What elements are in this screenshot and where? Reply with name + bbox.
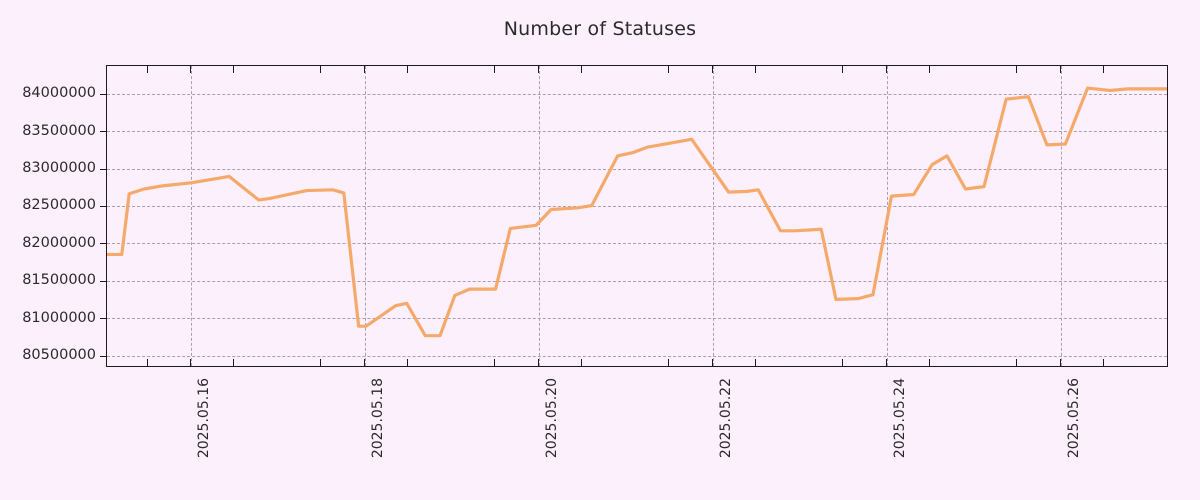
x-axis-tick-minor <box>668 359 669 366</box>
x-axis-tick-minor <box>233 66 235 73</box>
x-axis-tick-major <box>537 359 539 367</box>
y-axis-label: 83000000 <box>22 160 96 176</box>
x-axis-tick-major <box>363 65 365 73</box>
x-axis-tick-major <box>885 359 887 367</box>
gridline-vertical <box>190 66 192 366</box>
x-axis-tick-minor <box>494 66 495 73</box>
gridline-horizontal <box>107 318 1167 320</box>
x-axis-label: 2025.05.18 <box>370 378 386 459</box>
x-axis-tick-major <box>711 359 713 367</box>
x-axis-tick-minor <box>1016 359 1017 366</box>
y-axis-tick <box>100 168 107 170</box>
gridline-vertical <box>364 66 366 366</box>
gridline-horizontal <box>107 93 1167 95</box>
x-axis-label: 2025.05.16 <box>196 378 212 459</box>
gridline-horizontal <box>107 131 1167 133</box>
x-axis-tick-minor <box>581 359 582 366</box>
x-axis-tick-minor <box>407 66 408 73</box>
x-axis-tick-minor <box>1103 359 1104 366</box>
x-axis-tick-minor <box>929 359 930 366</box>
page-title: Number of Statuses <box>503 18 697 40</box>
gridline-horizontal <box>107 205 1167 207</box>
gridline-horizontal <box>107 168 1167 170</box>
gridline-vertical <box>538 66 540 366</box>
x-axis-tick-minor <box>407 359 408 366</box>
x-axis-tick-minor <box>842 359 843 366</box>
x-axis-tick-major <box>537 65 539 73</box>
gridline-vertical <box>712 66 714 366</box>
x-axis-label: 2025.05.20 <box>544 378 560 459</box>
x-axis-tick-minor <box>1016 66 1017 73</box>
gridline-horizontal <box>107 280 1167 282</box>
x-axis-tick-minor <box>320 359 321 366</box>
y-axis-tick <box>100 280 107 282</box>
y-axis-tick <box>100 243 107 245</box>
x-axis-tick-minor <box>755 359 756 366</box>
x-axis-tick-minor <box>320 66 321 73</box>
y-axis-label: 81000000 <box>22 310 96 326</box>
gridline-horizontal <box>107 355 1167 357</box>
x-axis-tick-major <box>189 65 191 73</box>
plot-area <box>106 65 1168 367</box>
x-axis-tick-minor <box>233 359 235 366</box>
x-axis-label: 2025.05.22 <box>718 378 734 459</box>
x-axis-tick-minor <box>1103 66 1104 73</box>
y-axis-tick <box>100 205 107 207</box>
y-axis-label: 81500000 <box>22 272 96 288</box>
y-axis-tick <box>100 93 107 95</box>
data-series-line <box>107 86 1167 338</box>
x-axis-tick-major <box>189 359 191 367</box>
x-axis-tick-minor <box>668 66 669 73</box>
x-axis-tick-minor <box>581 66 582 73</box>
y-axis-tick <box>100 318 107 320</box>
x-axis-tick-major <box>711 65 713 73</box>
x-axis-tick-minor <box>755 66 756 73</box>
x-axis-label: 2025.05.26 <box>1066 378 1082 459</box>
x-axis-tick-minor <box>842 66 843 73</box>
gridline-horizontal <box>107 243 1167 245</box>
y-axis-tick <box>100 131 107 133</box>
y-axis-label: 82000000 <box>22 235 96 251</box>
y-axis-label: 80500000 <box>22 347 96 363</box>
y-axis-label: 84000000 <box>22 85 96 101</box>
x-axis-tick-major <box>1059 359 1061 367</box>
x-axis-label: 2025.05.24 <box>892 378 908 459</box>
y-axis-label: 83500000 <box>22 123 96 139</box>
x-axis-tick-minor <box>146 359 148 366</box>
y-axis-tick <box>100 355 107 357</box>
x-axis-tick-major <box>363 359 365 367</box>
x-axis-tick-minor <box>929 66 930 73</box>
x-axis-tick-major <box>885 65 887 73</box>
x-axis-tick-minor <box>494 359 495 366</box>
y-axis-label: 82500000 <box>22 197 96 213</box>
x-axis-tick-minor <box>146 66 148 73</box>
x-axis-tick-major <box>1059 65 1061 73</box>
gridline-vertical <box>1060 66 1062 366</box>
